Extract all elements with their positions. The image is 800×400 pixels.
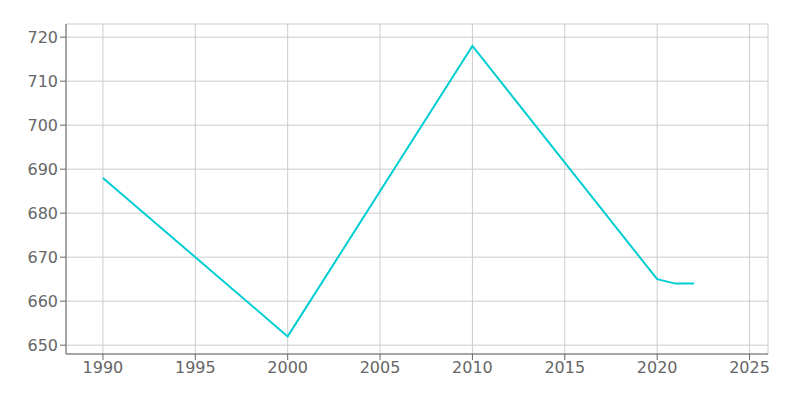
svg-text:690: 690 — [27, 160, 58, 179]
svg-text:660: 660 — [27, 292, 58, 311]
svg-text:2010: 2010 — [452, 358, 493, 377]
svg-text:700: 700 — [27, 116, 58, 135]
svg-text:680: 680 — [27, 204, 58, 223]
svg-text:2015: 2015 — [544, 358, 585, 377]
svg-text:1995: 1995 — [175, 358, 216, 377]
svg-text:2000: 2000 — [267, 358, 308, 377]
svg-text:650: 650 — [27, 336, 58, 355]
svg-text:2020: 2020 — [637, 358, 678, 377]
svg-text:670: 670 — [27, 248, 58, 267]
svg-text:2025: 2025 — [729, 358, 770, 377]
svg-text:1990: 1990 — [83, 358, 124, 377]
svg-text:720: 720 — [27, 28, 58, 47]
svg-text:710: 710 — [27, 72, 58, 91]
svg-text:2005: 2005 — [360, 358, 401, 377]
